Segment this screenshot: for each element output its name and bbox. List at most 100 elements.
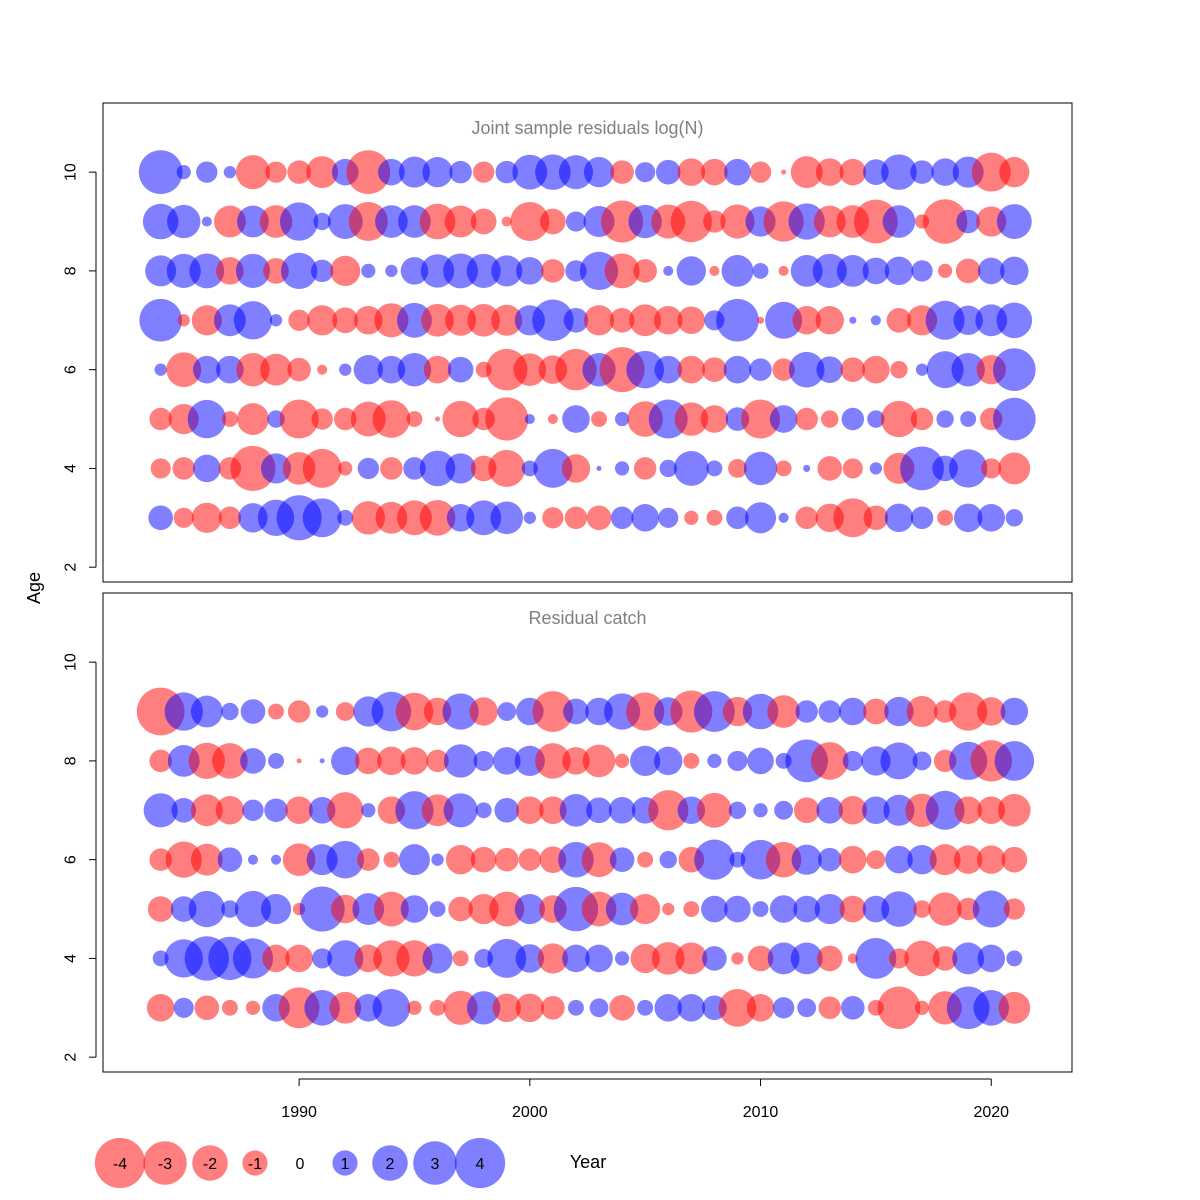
bubble	[539, 796, 567, 825]
bubble	[888, 948, 910, 969]
bubble	[633, 457, 657, 480]
bubble	[223, 165, 237, 179]
bubble	[581, 891, 617, 927]
bubble	[816, 356, 844, 383]
bubble	[470, 208, 497, 235]
bubble	[694, 839, 735, 880]
bubble	[765, 841, 802, 878]
bubble	[218, 506, 242, 530]
bubble	[1005, 509, 1024, 527]
bubble	[677, 994, 706, 1022]
bubble	[466, 500, 502, 536]
bubble	[562, 405, 590, 433]
bubble	[992, 348, 1036, 392]
bubble	[998, 991, 1031, 1024]
bubble	[296, 758, 302, 764]
bubble	[662, 902, 675, 916]
bubble	[443, 793, 478, 828]
bubble	[707, 753, 722, 769]
bubble	[812, 253, 847, 288]
bubble	[882, 205, 916, 238]
bubble	[510, 202, 550, 242]
bubble	[400, 895, 429, 923]
bubble	[188, 890, 225, 928]
x-tick-label: 2020	[973, 1104, 1009, 1121]
bubble	[937, 263, 953, 279]
bubble	[676, 256, 706, 286]
legend: -4 -3 -2 -1 0 1 2 3 4	[94, 1137, 506, 1189]
bubble	[881, 154, 917, 190]
bubble	[778, 265, 789, 276]
bubble	[361, 263, 376, 279]
bubble	[334, 407, 357, 431]
bubble	[221, 411, 238, 427]
bubble	[260, 893, 292, 925]
bubble	[863, 698, 889, 725]
bubble	[535, 743, 571, 779]
bubble	[348, 202, 388, 242]
bubble	[215, 796, 245, 825]
bubble	[373, 891, 409, 927]
bubble	[221, 999, 238, 1016]
bubble	[910, 407, 934, 431]
bubble	[524, 414, 535, 425]
bubble	[769, 895, 798, 923]
bubble	[726, 506, 749, 530]
bubble	[586, 505, 612, 531]
bubble	[357, 848, 380, 871]
bubble	[302, 498, 342, 538]
bubble	[727, 750, 748, 771]
bubble	[925, 300, 965, 340]
bubble	[614, 753, 630, 769]
bubble	[380, 457, 403, 480]
bubble	[756, 316, 765, 324]
bubble	[339, 363, 352, 376]
bubble	[240, 699, 266, 724]
bubble	[285, 944, 313, 973]
bubble	[790, 156, 823, 189]
bubble	[330, 255, 361, 286]
bubble	[400, 747, 429, 775]
bubble	[338, 461, 353, 476]
bubble	[609, 847, 635, 872]
bubble	[287, 700, 311, 723]
legend-label: -4	[113, 1156, 127, 1173]
bubble	[540, 208, 566, 235]
y-tick-label: 2	[63, 563, 80, 572]
bubble	[928, 892, 962, 926]
bubble	[659, 850, 677, 869]
bubble	[515, 944, 545, 973]
bubble	[177, 314, 190, 327]
bubble	[558, 155, 594, 190]
bubble	[866, 850, 886, 870]
bubble	[221, 900, 239, 918]
bubble	[581, 842, 617, 878]
bubble	[767, 695, 800, 728]
bubble	[475, 802, 492, 819]
x-tick-label: 2010	[743, 1104, 779, 1121]
bubble	[960, 411, 977, 427]
bubble	[728, 459, 747, 478]
bubble	[673, 450, 709, 486]
y-tick-label: 10	[63, 653, 80, 671]
bubble	[718, 988, 757, 1027]
bubble	[190, 843, 223, 876]
bubble	[788, 351, 825, 388]
bubble	[419, 500, 456, 536]
bubble	[867, 410, 885, 428]
bubble	[925, 790, 965, 830]
legend-label: 0	[296, 1156, 305, 1173]
bubble	[331, 894, 360, 924]
bubble	[591, 411, 607, 427]
bubble	[884, 256, 914, 286]
bubble	[148, 505, 173, 531]
bubble	[795, 506, 818, 530]
bubble	[492, 747, 521, 775]
bubble	[910, 160, 934, 184]
bubble	[396, 940, 433, 977]
bubble	[904, 940, 940, 977]
bubble	[648, 790, 689, 831]
bubble	[173, 507, 194, 528]
bubble	[469, 697, 498, 726]
